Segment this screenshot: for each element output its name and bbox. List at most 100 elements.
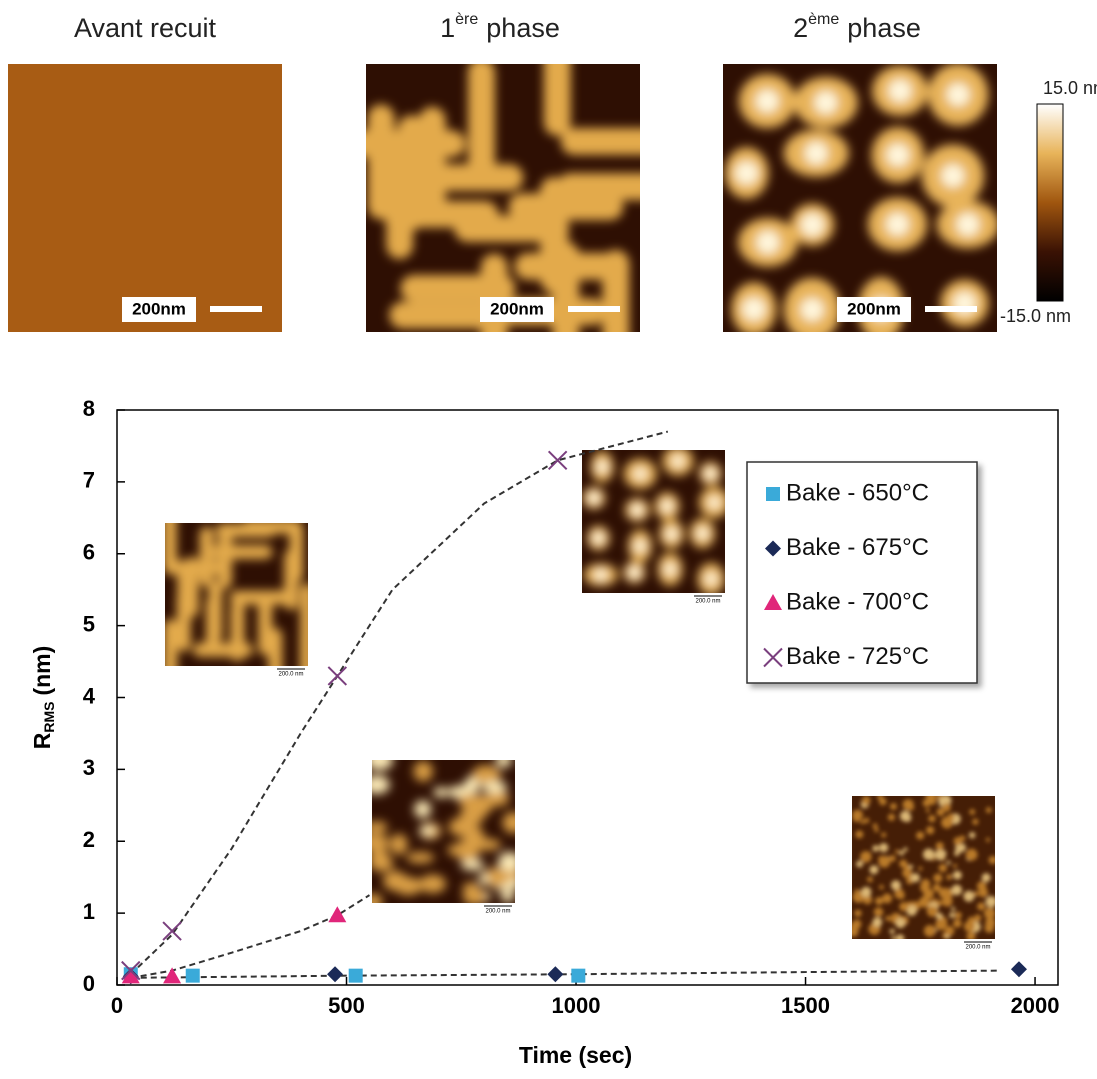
afm-image bbox=[366, 64, 640, 332]
afm-features bbox=[582, 450, 725, 593]
x-tick-label: 0 bbox=[111, 993, 123, 1018]
afm-image bbox=[582, 450, 725, 593]
afm-grain bbox=[383, 870, 408, 891]
afm-grain bbox=[472, 766, 502, 783]
afm-grain bbox=[867, 876, 873, 883]
y-tick-label: 2 bbox=[83, 827, 95, 852]
afm-grain bbox=[447, 843, 475, 857]
legend-marker bbox=[765, 540, 781, 557]
afm-grain bbox=[433, 787, 449, 798]
y-tick-label: 8 bbox=[83, 396, 95, 421]
afm-dot-top bbox=[800, 298, 824, 322]
afm-ridge bbox=[389, 301, 505, 329]
afm-grain bbox=[879, 797, 887, 806]
afm-features bbox=[724, 64, 997, 332]
afm-grain bbox=[872, 823, 878, 829]
afm-dot-top bbox=[708, 496, 721, 509]
afm-grain bbox=[935, 842, 944, 851]
panel-title-text: Avant recuit bbox=[74, 13, 217, 43]
afm-grain bbox=[372, 833, 389, 852]
afm-grain bbox=[899, 850, 905, 856]
afm-grain bbox=[946, 860, 951, 865]
legend-label: Bake - 675°C bbox=[786, 534, 929, 561]
afm-grain bbox=[895, 918, 906, 929]
afm-grain bbox=[894, 888, 905, 899]
panel-title-superscript: ème bbox=[808, 11, 839, 28]
afm-ridge bbox=[408, 164, 524, 192]
marker-triangle bbox=[163, 967, 182, 984]
afm-ridge bbox=[454, 215, 570, 242]
afm-grain bbox=[918, 866, 923, 871]
afm-grain bbox=[963, 890, 975, 902]
colorbar-min-label: -15.0 nm bbox=[1000, 306, 1071, 326]
marker-triangle bbox=[121, 967, 140, 984]
marker-x bbox=[121, 960, 141, 981]
afm-grain bbox=[965, 848, 978, 861]
afm-grain bbox=[903, 847, 908, 852]
afm-grain bbox=[872, 917, 883, 928]
legend-box bbox=[746, 461, 978, 684]
afm-grain bbox=[856, 860, 864, 868]
afm-grain bbox=[419, 874, 447, 894]
afm-grain bbox=[862, 894, 873, 905]
afm-grain bbox=[462, 888, 486, 903]
afm-grain bbox=[860, 886, 872, 898]
x-tick-label: 500 bbox=[328, 993, 365, 1018]
afm-image bbox=[8, 64, 282, 332]
panel-title-number: 2 bbox=[793, 13, 808, 43]
y-axis-label: RRMS (nm) bbox=[29, 646, 57, 750]
afm-grain bbox=[937, 900, 943, 906]
inset-scale-label: 200.0 nm bbox=[485, 909, 510, 915]
afm-dot-top bbox=[704, 467, 717, 480]
legend-marker bbox=[764, 594, 782, 610]
afm-dot-top bbox=[634, 467, 647, 480]
afm-grain bbox=[895, 849, 900, 854]
legend-label: Bake - 700°C bbox=[786, 588, 929, 615]
afm-grain bbox=[878, 855, 891, 868]
afm-dot-top bbox=[756, 230, 780, 254]
afm-ridge bbox=[229, 590, 290, 605]
afm-grain bbox=[951, 907, 956, 912]
afm-grain bbox=[906, 905, 917, 916]
afm-grain bbox=[495, 760, 512, 768]
afm-grain bbox=[854, 888, 860, 894]
afm-grain bbox=[389, 833, 408, 855]
afm-grain bbox=[957, 843, 967, 852]
afm-tint bbox=[852, 796, 995, 939]
afm-features bbox=[165, 523, 308, 666]
afm-grain bbox=[942, 803, 951, 812]
afm-grain bbox=[899, 810, 911, 822]
afm-grain bbox=[500, 891, 515, 902]
afm-grain bbox=[414, 800, 432, 819]
colorbar bbox=[1036, 103, 1064, 302]
afm-grain bbox=[928, 796, 937, 801]
afm-dot-top bbox=[888, 79, 912, 103]
afm-grain bbox=[953, 837, 962, 846]
afm-grain bbox=[936, 808, 945, 817]
panel-title-text: phase bbox=[847, 13, 921, 43]
trendline bbox=[130, 969, 1001, 979]
afm-ridge bbox=[184, 556, 199, 617]
afm-dot-top bbox=[671, 455, 684, 468]
afm-grain bbox=[887, 813, 896, 821]
y-tick-label: 7 bbox=[83, 468, 95, 493]
afm-grain bbox=[852, 809, 863, 821]
afm-ridge bbox=[300, 583, 308, 644]
afm-ridge bbox=[165, 523, 177, 569]
x-axis-label: Time (sec) bbox=[519, 1042, 632, 1068]
afm-grain bbox=[954, 911, 962, 919]
afm-grain bbox=[879, 843, 889, 853]
afm-dot-top bbox=[696, 527, 709, 540]
marker-square bbox=[571, 968, 586, 983]
afm-grain bbox=[863, 799, 870, 806]
colorbar-max-label: 15.0 nm bbox=[1043, 78, 1097, 98]
legend-marker bbox=[763, 647, 783, 668]
scale-bar bbox=[568, 306, 620, 312]
afm-grain bbox=[933, 873, 943, 883]
afm-grain bbox=[966, 931, 976, 939]
afm-features bbox=[372, 760, 515, 903]
afm-grain bbox=[946, 874, 953, 880]
afm-grain bbox=[969, 809, 976, 815]
afm-grain bbox=[875, 897, 884, 906]
